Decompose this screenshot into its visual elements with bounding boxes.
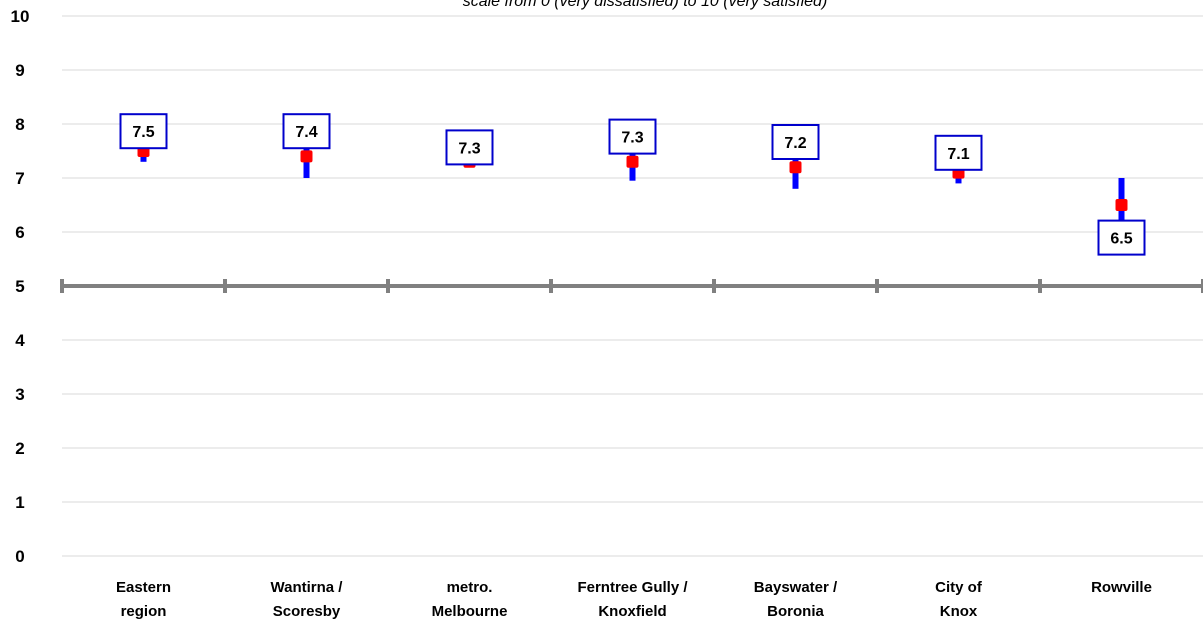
- data-point: [789, 161, 802, 174]
- data-label: 7.3: [458, 140, 480, 157]
- x-tick-label: region: [121, 603, 167, 620]
- x-tick-label: Bayswater /: [754, 579, 838, 596]
- x-tick-label: Wantirna /: [271, 579, 344, 596]
- y-tick-label: 4: [15, 331, 25, 350]
- y-tick-label: 0: [15, 547, 24, 566]
- y-tick-label: 5: [15, 277, 24, 296]
- data-label: 7.1: [947, 146, 969, 163]
- x-tick-label: Melbourne: [432, 603, 508, 620]
- data-label: 7.4: [295, 124, 317, 141]
- y-tick-label: 7: [15, 169, 24, 188]
- x-tick-label: Ferntree Gully /: [577, 579, 688, 596]
- y-tick-label: 1: [15, 493, 24, 512]
- data-label: 7.2: [784, 135, 806, 152]
- y-tick-label: 8: [15, 115, 24, 134]
- y-tick-label: 10: [11, 7, 30, 26]
- data-point: [1115, 199, 1128, 211]
- x-tick-label: Boronia: [767, 603, 824, 620]
- data-label-box: [1097, 219, 1146, 256]
- reference-line: [60, 279, 1203, 293]
- x-tick-label: Scoresby: [273, 603, 341, 620]
- data-label: 6.5: [1110, 231, 1132, 248]
- y-tick-label: 9: [15, 61, 24, 80]
- data-label: 7.5: [132, 124, 154, 141]
- data-label-box: [119, 113, 168, 150]
- data-labels: 7.5 7.4 7.3 7.3 7.2 7.1 6.5: [119, 113, 1146, 256]
- x-tick-label: City of: [935, 579, 983, 596]
- y-tick-label: 2: [15, 439, 24, 458]
- data-point: [300, 150, 313, 163]
- data-label-box: [934, 134, 983, 171]
- data-label-box: [608, 118, 657, 155]
- data-label-box: [771, 124, 820, 160]
- x-tick-label: Eastern: [116, 579, 171, 596]
- x-axis-labels: Eastern region Wantirna / Scoresby metro. Mel…: [116, 579, 1152, 620]
- x-tick-label: Rowville: [1091, 579, 1152, 596]
- x-tick-label: Knox: [940, 603, 978, 620]
- data-label-box: [282, 113, 331, 150]
- y-tick-label: 3: [15, 385, 24, 404]
- x-tick-label: Knoxfield: [598, 603, 666, 620]
- y-axis-labels: 0 1 2 3 4 5 6 7 8 9 10: [11, 7, 30, 566]
- x-tick-label: metro.: [447, 579, 493, 596]
- gridlines: [62, 15, 1203, 557]
- data-label: 7.3: [621, 130, 643, 147]
- data-label-box: [445, 129, 494, 166]
- chart-subtitle: scale from 0 (very dissatisfied) to 10 (…: [463, 0, 828, 10]
- y-tick-label: 6: [15, 223, 24, 242]
- data-point: [626, 155, 639, 168]
